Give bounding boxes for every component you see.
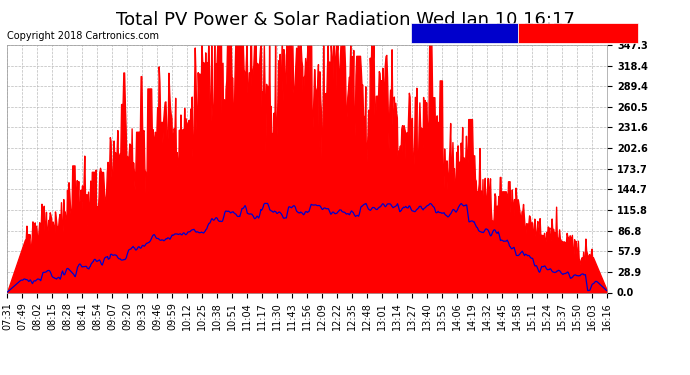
- Text: Copyright 2018 Cartronics.com: Copyright 2018 Cartronics.com: [7, 32, 159, 41]
- Text: Total PV Power & Solar Radiation Wed Jan 10 16:17: Total PV Power & Solar Radiation Wed Jan…: [115, 11, 575, 29]
- Text: PV Panels (DC Watts): PV Panels (DC Watts): [531, 28, 625, 37]
- Text: Radiation (w/m2): Radiation (w/m2): [425, 28, 503, 37]
